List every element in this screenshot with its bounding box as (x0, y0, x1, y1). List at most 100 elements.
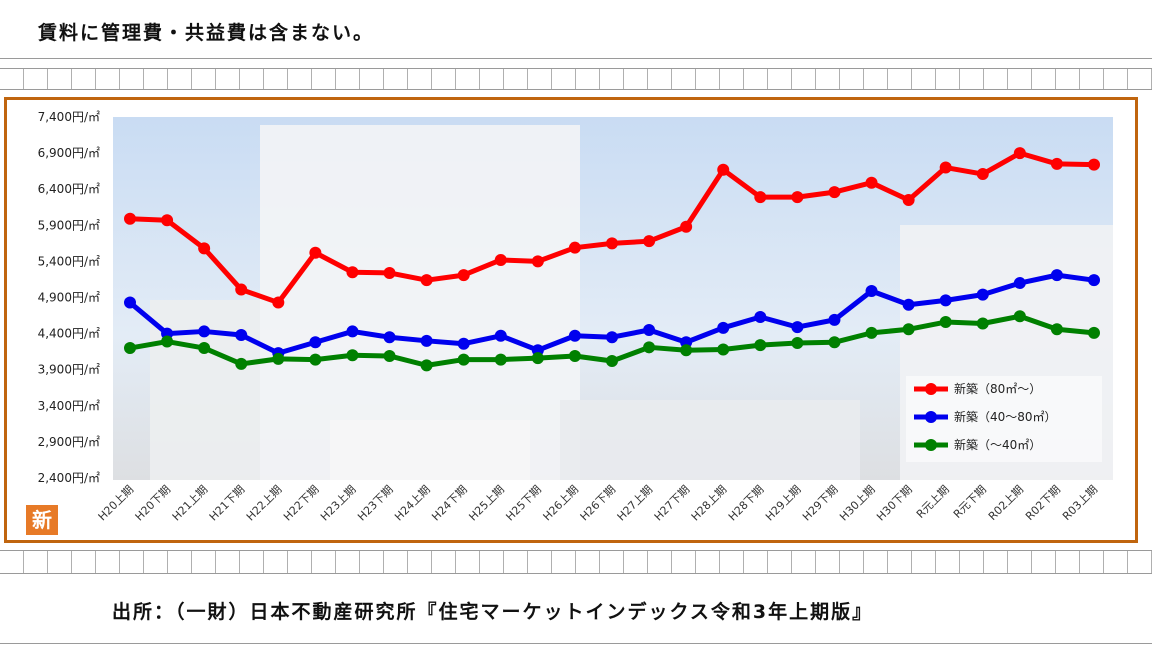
data-point (717, 163, 730, 176)
data-point (939, 161, 952, 174)
x-tick-label: H28下期 (726, 483, 767, 524)
data-point (828, 313, 841, 326)
y-tick-label: 6,400円/㎡ (38, 182, 100, 196)
data-point (161, 214, 174, 227)
data-point (420, 274, 433, 287)
y-tick-label: 5,400円/㎡ (38, 254, 100, 268)
data-point (494, 353, 507, 366)
data-point (643, 235, 656, 248)
data-point (828, 186, 841, 199)
data-point (198, 325, 211, 338)
divider-bottom (0, 643, 1152, 644)
x-tick-label: H26下期 (578, 483, 619, 524)
x-axis: H20上期H20下期H21上期H21下期H22上期H22下期H23上期H23下期… (96, 483, 1101, 524)
data-point (568, 329, 581, 342)
legend: 新築（80㎡～） 新築（40～80㎡） 新築（～40㎡） (906, 376, 1102, 462)
data-point (865, 176, 878, 189)
series-2 (124, 269, 1100, 360)
x-tick-label: H29上期 (763, 483, 804, 524)
data-point (420, 334, 433, 347)
legend-marker (925, 439, 937, 451)
data-point (383, 331, 396, 344)
data-point (939, 294, 952, 307)
data-point (643, 323, 656, 336)
y-tick-label: 6,900円/㎡ (38, 146, 100, 160)
x-tick-label: H25上期 (466, 483, 507, 524)
data-point (902, 323, 915, 336)
y-tick-label: 5,900円/㎡ (38, 218, 100, 232)
x-tick-label: H21上期 (170, 483, 211, 524)
data-point (124, 212, 136, 225)
data-point (383, 266, 396, 279)
data-point (198, 242, 211, 255)
data-point (272, 352, 285, 365)
data-point (1088, 326, 1100, 339)
x-tick-label: H27上期 (615, 483, 656, 524)
x-tick-label: H24上期 (392, 483, 433, 524)
data-point (1050, 157, 1063, 170)
data-point (309, 353, 322, 366)
x-tick-label: H22下期 (281, 483, 322, 524)
data-point (494, 253, 507, 266)
grid-strip-top (0, 68, 1152, 90)
data-point (124, 296, 136, 309)
data-point (939, 316, 952, 329)
data-point (198, 342, 211, 355)
series-3 (124, 310, 1100, 372)
x-tick-label: H24下期 (429, 483, 470, 524)
data-point (457, 269, 470, 282)
x-tick-label: H21下期 (207, 483, 248, 524)
data-point (606, 237, 618, 250)
legend-marker (925, 383, 937, 395)
data-point (828, 336, 841, 349)
data-point (161, 335, 174, 348)
data-point (1050, 269, 1063, 282)
data-point (235, 329, 248, 342)
data-point (235, 283, 248, 296)
data-point (457, 337, 470, 350)
x-tick-label: R元上期 (914, 483, 952, 521)
data-point (902, 298, 915, 311)
data-point (309, 246, 322, 259)
y-tick-label: 3,900円/㎡ (38, 363, 100, 377)
legend-label: 新築（～40㎡） (954, 437, 1041, 452)
data-point (865, 285, 878, 298)
x-tick-label: H26上期 (541, 483, 582, 524)
new-badge: 新 (26, 505, 58, 535)
data-point (606, 331, 618, 344)
data-point (457, 353, 470, 366)
series-layer (124, 147, 1100, 372)
data-point (791, 321, 804, 334)
x-tick-label: H20上期 (96, 483, 137, 524)
y-axis: 2,400円/㎡ 2,900円/㎡ 3,400円/㎡ 3,900円/㎡ 4,400円/㎡… (38, 110, 100, 485)
data-point (420, 359, 433, 372)
data-point (1013, 310, 1026, 323)
data-point (1088, 158, 1100, 171)
data-point (1013, 147, 1026, 160)
data-point (791, 336, 804, 349)
data-point (531, 352, 544, 365)
y-tick-label: 7,400円/㎡ (38, 110, 100, 124)
data-point (383, 349, 396, 362)
y-tick-label: 3,400円/㎡ (38, 399, 100, 413)
data-point (606, 355, 618, 368)
legend-label: 新築（80㎡～） (954, 381, 1041, 396)
source-note: 出所：（一財）日本不動産研究所『住宅マーケットインデックス令和3年上期版』 (112, 601, 874, 623)
data-point (494, 329, 507, 342)
data-point (1050, 323, 1063, 336)
data-point (717, 343, 730, 356)
data-point (976, 288, 989, 301)
data-point (1013, 277, 1026, 290)
x-tick-label: H27下期 (652, 483, 693, 524)
data-point (754, 310, 767, 323)
data-point (865, 326, 878, 339)
data-point (976, 317, 989, 330)
data-point (346, 349, 359, 362)
legend-marker (925, 411, 937, 423)
y-tick-label: 4,400円/㎡ (38, 327, 100, 341)
x-tick-label: H23下期 (355, 483, 396, 524)
data-point (1088, 274, 1100, 287)
x-tick-label: R03上期 (1060, 483, 1100, 523)
y-tick-label: 2,400円/㎡ (38, 471, 100, 485)
data-point (643, 341, 656, 354)
